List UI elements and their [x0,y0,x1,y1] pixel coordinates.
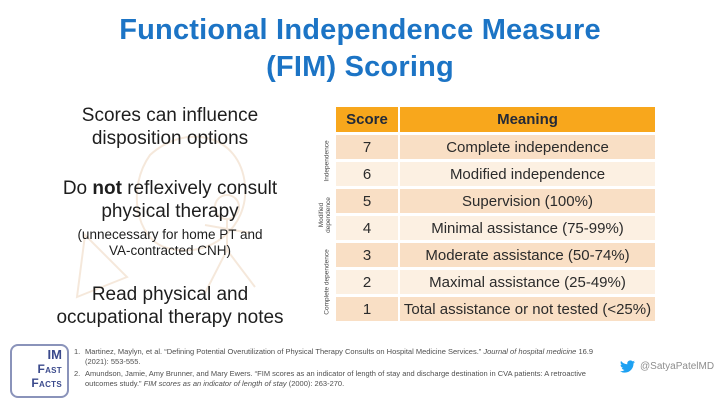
consult-post: reflexively consult [121,178,278,199]
citations: 1. Martinez, Maylyn, et al. “Defining Po… [74,347,604,391]
score-cell: 5 [336,189,398,213]
meaning-cell: Maximal assistance (25-49%) [400,270,655,294]
logo-fast: Fast [37,362,62,376]
point-notes: Read physical and occupational therapy n… [20,283,320,329]
citation-1-text: Martinez, Maylyn, et al. “Defining Poten… [85,347,604,366]
table-row: 4 Minimal assistance (75-99%) [336,216,655,240]
page-title-line2: (FIM) Scoring [266,51,454,83]
logo-facts: Facts [31,376,62,390]
twitter-handle: @SatyaPatelMD [640,361,715,372]
fim-score-table: Score Meaning 7 Complete independence 6 … [336,107,655,321]
citation-2-pre: Amundson, Jamie, Amy Brunner, and Mary E… [85,369,586,388]
point-consult-line1: Do not reflexively consult [20,177,320,200]
meaning-cell: Modified independence [400,162,655,186]
consult-not: not [92,178,122,199]
page-title-line1: Functional Independence Measure [119,14,601,46]
point-notes-line1: Read physical and [91,284,249,305]
table-row: 5 Supervision (100%) [336,189,655,213]
group-label-complete-text: Complete dependence [323,249,331,315]
citation-2-number: 2. [74,369,81,378]
group-label-independence: Independence [319,135,335,187]
citation-1-post: 16.9 (2021): 553-555. [85,347,594,366]
logo-im: IM [47,347,62,362]
citation-1-pre: Martinez, Maylyn, et al. “Defining Poten… [85,347,484,356]
consult-pre: Do [62,178,93,199]
table-row: 1 Total assistance or not tested (<25%) [336,297,655,321]
table-row: 3 Moderate assistance (50-74%) [336,243,655,267]
group-label-complete-dependence: Complete dependence [319,243,335,321]
twitter-bird-icon [620,360,635,373]
header-score: Score [336,107,398,132]
score-cell: 2 [336,270,398,294]
score-cell: 1 [336,297,398,321]
meaning-cell: Complete independence [400,135,655,159]
point-notes-line2: occupational therapy notes [56,307,284,328]
page-title: Functional Independence Measure (FIM) Sc… [0,12,720,86]
meaning-cell: Total assistance or not tested (<25%) [400,297,655,321]
citation-2-text: Amundson, Jamie, Amy Brunner, and Mary E… [85,369,604,388]
citation-1: 1. Martinez, Maylyn, et al. “Defining Po… [74,347,604,366]
citation-2-journal: FIM scores as an indicator of length of … [143,378,287,388]
citation-1-journal: Journal of hospital medicine [483,347,577,356]
citation-2-post: (2000): 263-270. [286,378,345,388]
subnote-line2: VA-contracted CNH) [108,243,232,258]
point-consult: Do not reflexively consult physical ther… [20,177,320,223]
table-row: 7 Complete independence [336,135,655,159]
group-label-modified-text: Modified dependence [317,196,332,233]
group-label-independence-text: Independence [323,140,331,182]
table-body: 7 Complete independence 6 Modified indep… [336,135,655,321]
header-meaning: Meaning [400,107,655,132]
score-cell: 3 [336,243,398,267]
score-cell: 6 [336,162,398,186]
table-row: 6 Modified independence [336,162,655,186]
point-consult-line2: physical therapy [101,201,239,222]
point-disposition-line1: Scores can influence [81,105,259,126]
group-label-modified-dependence: Modified dependence [315,189,335,240]
citation-1-number: 1. [74,347,81,356]
score-cell: 4 [336,216,398,240]
watermark-sketch [75,135,256,299]
point-disposition: Scores can influence disposition options [20,104,320,150]
table-row: 2 Maximal assistance (25-49%) [336,270,655,294]
point-disposition-line2: disposition options [91,128,249,149]
point-consult-subnote: (unnecessary for home PT and VA-contract… [20,227,320,259]
im-fast-facts-logo: IM Fast Facts [10,344,69,398]
score-cell: 7 [336,135,398,159]
meaning-cell: Minimal assistance (75-99%) [400,216,655,240]
meaning-cell: Supervision (100%) [400,189,655,213]
subnote-line1: (unnecessary for home PT and [77,227,263,242]
meaning-cell: Moderate assistance (50-74%) [400,243,655,267]
citation-2: 2. Amundson, Jamie, Amy Brunner, and Mar… [74,369,604,388]
twitter-attribution: @SatyaPatelMD [620,360,714,373]
table-header-row: Score Meaning [336,107,655,132]
